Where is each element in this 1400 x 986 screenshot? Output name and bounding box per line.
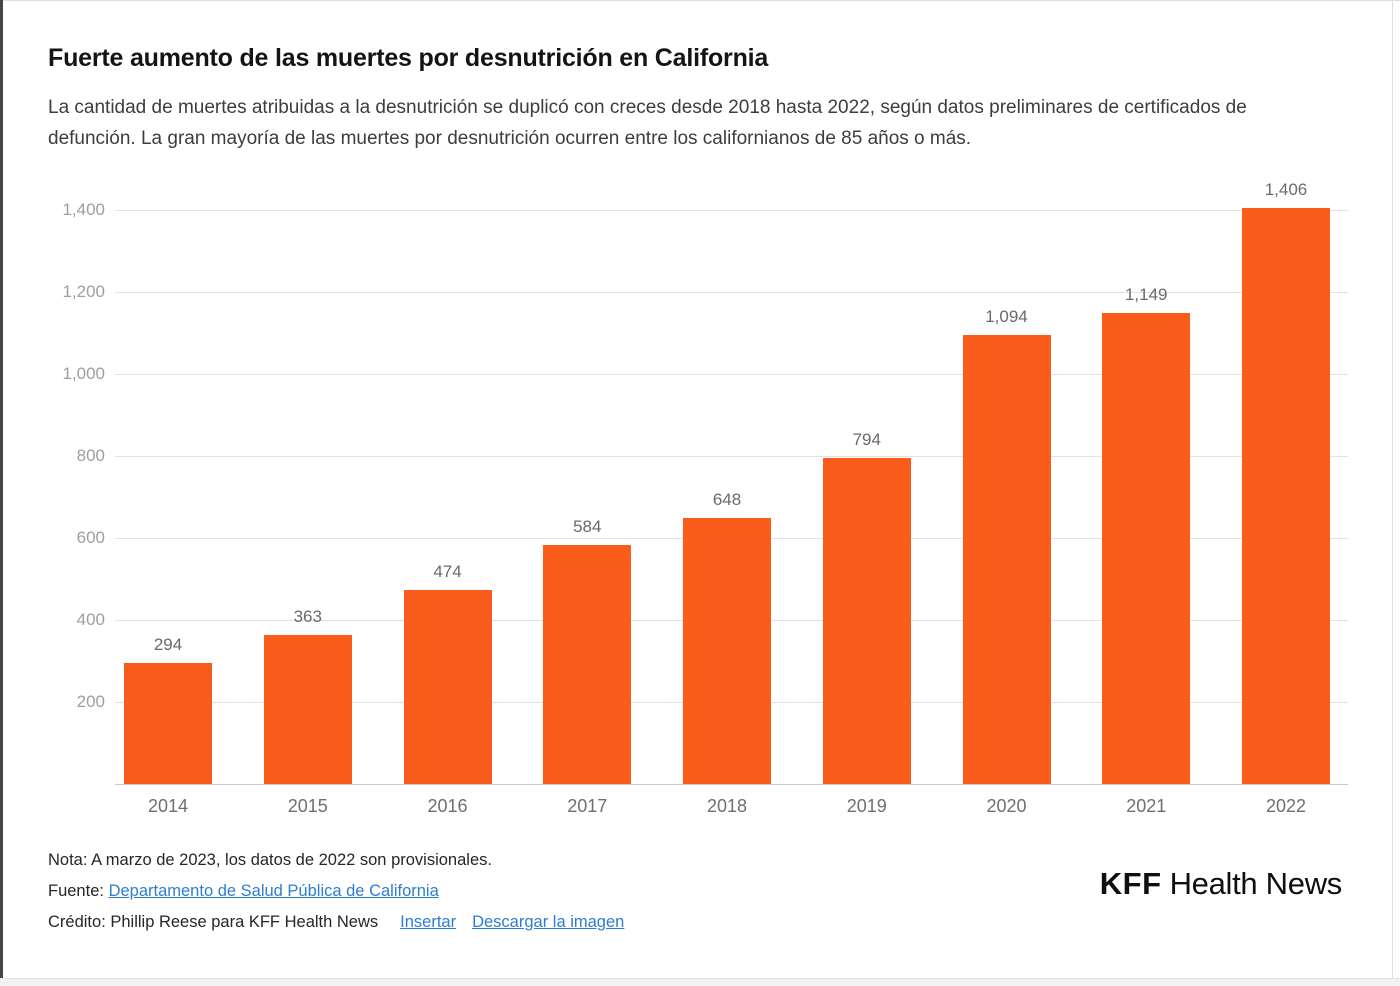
bar-2018	[683, 518, 771, 784]
credit-text: Crédito: Phillip Reese para KFF Health N…	[48, 913, 379, 931]
bar-2019	[822, 458, 911, 784]
gridline-1400	[115, 210, 1348, 211]
logo-health-news-text: Health News	[1169, 866, 1343, 901]
credit-line: Crédito: Phillip Reese para KFF Health N…	[48, 907, 624, 938]
y-axis-tick-label: 200	[76, 692, 105, 711]
right-edge-line	[1392, 0, 1393, 978]
gridline-1000	[115, 374, 1348, 375]
embed-link[interactable]: Insertar	[400, 913, 457, 931]
source-label: Fuente:	[48, 882, 104, 900]
chart-footer: Nota: A marzo de 2023, los datos de 2022…	[48, 845, 624, 938]
y-axis-tick-label: 400	[76, 610, 105, 629]
bar-2022	[1242, 207, 1330, 784]
x-axis-category-label: 2015	[287, 796, 328, 816]
bar-value-label: 363	[293, 607, 322, 627]
chart-subtitle: La cantidad de muertes atribuidas a la d…	[48, 97, 1247, 149]
bar-2015	[263, 635, 352, 784]
x-axis-category-label: 2017	[567, 796, 608, 816]
note-line: Nota: A marzo de 2023, los datos de 2022…	[48, 845, 624, 876]
y-axis-tick-label: 1,200	[62, 282, 105, 301]
x-axis-category-label: 2020	[986, 796, 1027, 816]
bar-value-label: 584	[573, 516, 602, 536]
bar-value-label: 1,094	[985, 307, 1028, 327]
x-axis-category-label: 2022	[1265, 796, 1307, 816]
gridline-1200	[115, 292, 1348, 293]
left-edge-line	[0, 0, 3, 978]
y-axis-tick-label: 1,400	[62, 200, 105, 219]
bottom-gray-strip	[0, 978, 1400, 986]
chart-title: Fuerte aumento de las muertes por desnut…	[48, 44, 769, 72]
x-axis-category-label: 2016	[427, 796, 468, 816]
source-link[interactable]: Departamento de Salud Pública de Califor…	[108, 882, 439, 900]
x-axis-category-label: 2014	[147, 796, 189, 816]
source-line: Fuente: Departamento de Salud Pública de…	[48, 876, 624, 907]
x-axis-category-label: 2021	[1126, 796, 1167, 816]
bar-chart: 200 400 600 800 1,000 1,200 1,400 294 2014 363 201…	[48, 180, 1348, 826]
kff-health-news-logo: KFF Health News	[1099, 866, 1343, 902]
bar-value-label: 294	[153, 635, 183, 655]
bar-2014	[124, 663, 212, 784]
note-text: Nota: A marzo de 2023, los datos de 2022…	[48, 851, 492, 869]
download-image-link[interactable]: Descargar la imagen	[472, 913, 625, 931]
y-axis-tick-label: 1,000	[62, 364, 105, 383]
y-axis-tick-label: 800	[76, 446, 105, 465]
y-axis-tick-label: 600	[76, 528, 105, 547]
bar-2020	[962, 335, 1051, 784]
bar-value-label: 1,149	[1124, 284, 1168, 304]
gridline-800	[115, 456, 1348, 457]
bar-2016	[403, 589, 492, 784]
bar-value-label: 794	[852, 430, 881, 450]
bar-value-label: 1,406	[1264, 179, 1308, 199]
top-edge-line	[0, 0, 1400, 1]
bar-2021	[1102, 312, 1191, 784]
logo-kff-text: KFF	[1099, 866, 1162, 901]
bar-2017	[543, 544, 632, 784]
x-axis-category-label: 2018	[706, 796, 748, 816]
x-axis-line	[115, 784, 1348, 785]
bar-value-label: 474	[433, 561, 462, 581]
x-axis-category-label: 2019	[846, 796, 887, 816]
bar-value-label: 648	[712, 490, 742, 510]
